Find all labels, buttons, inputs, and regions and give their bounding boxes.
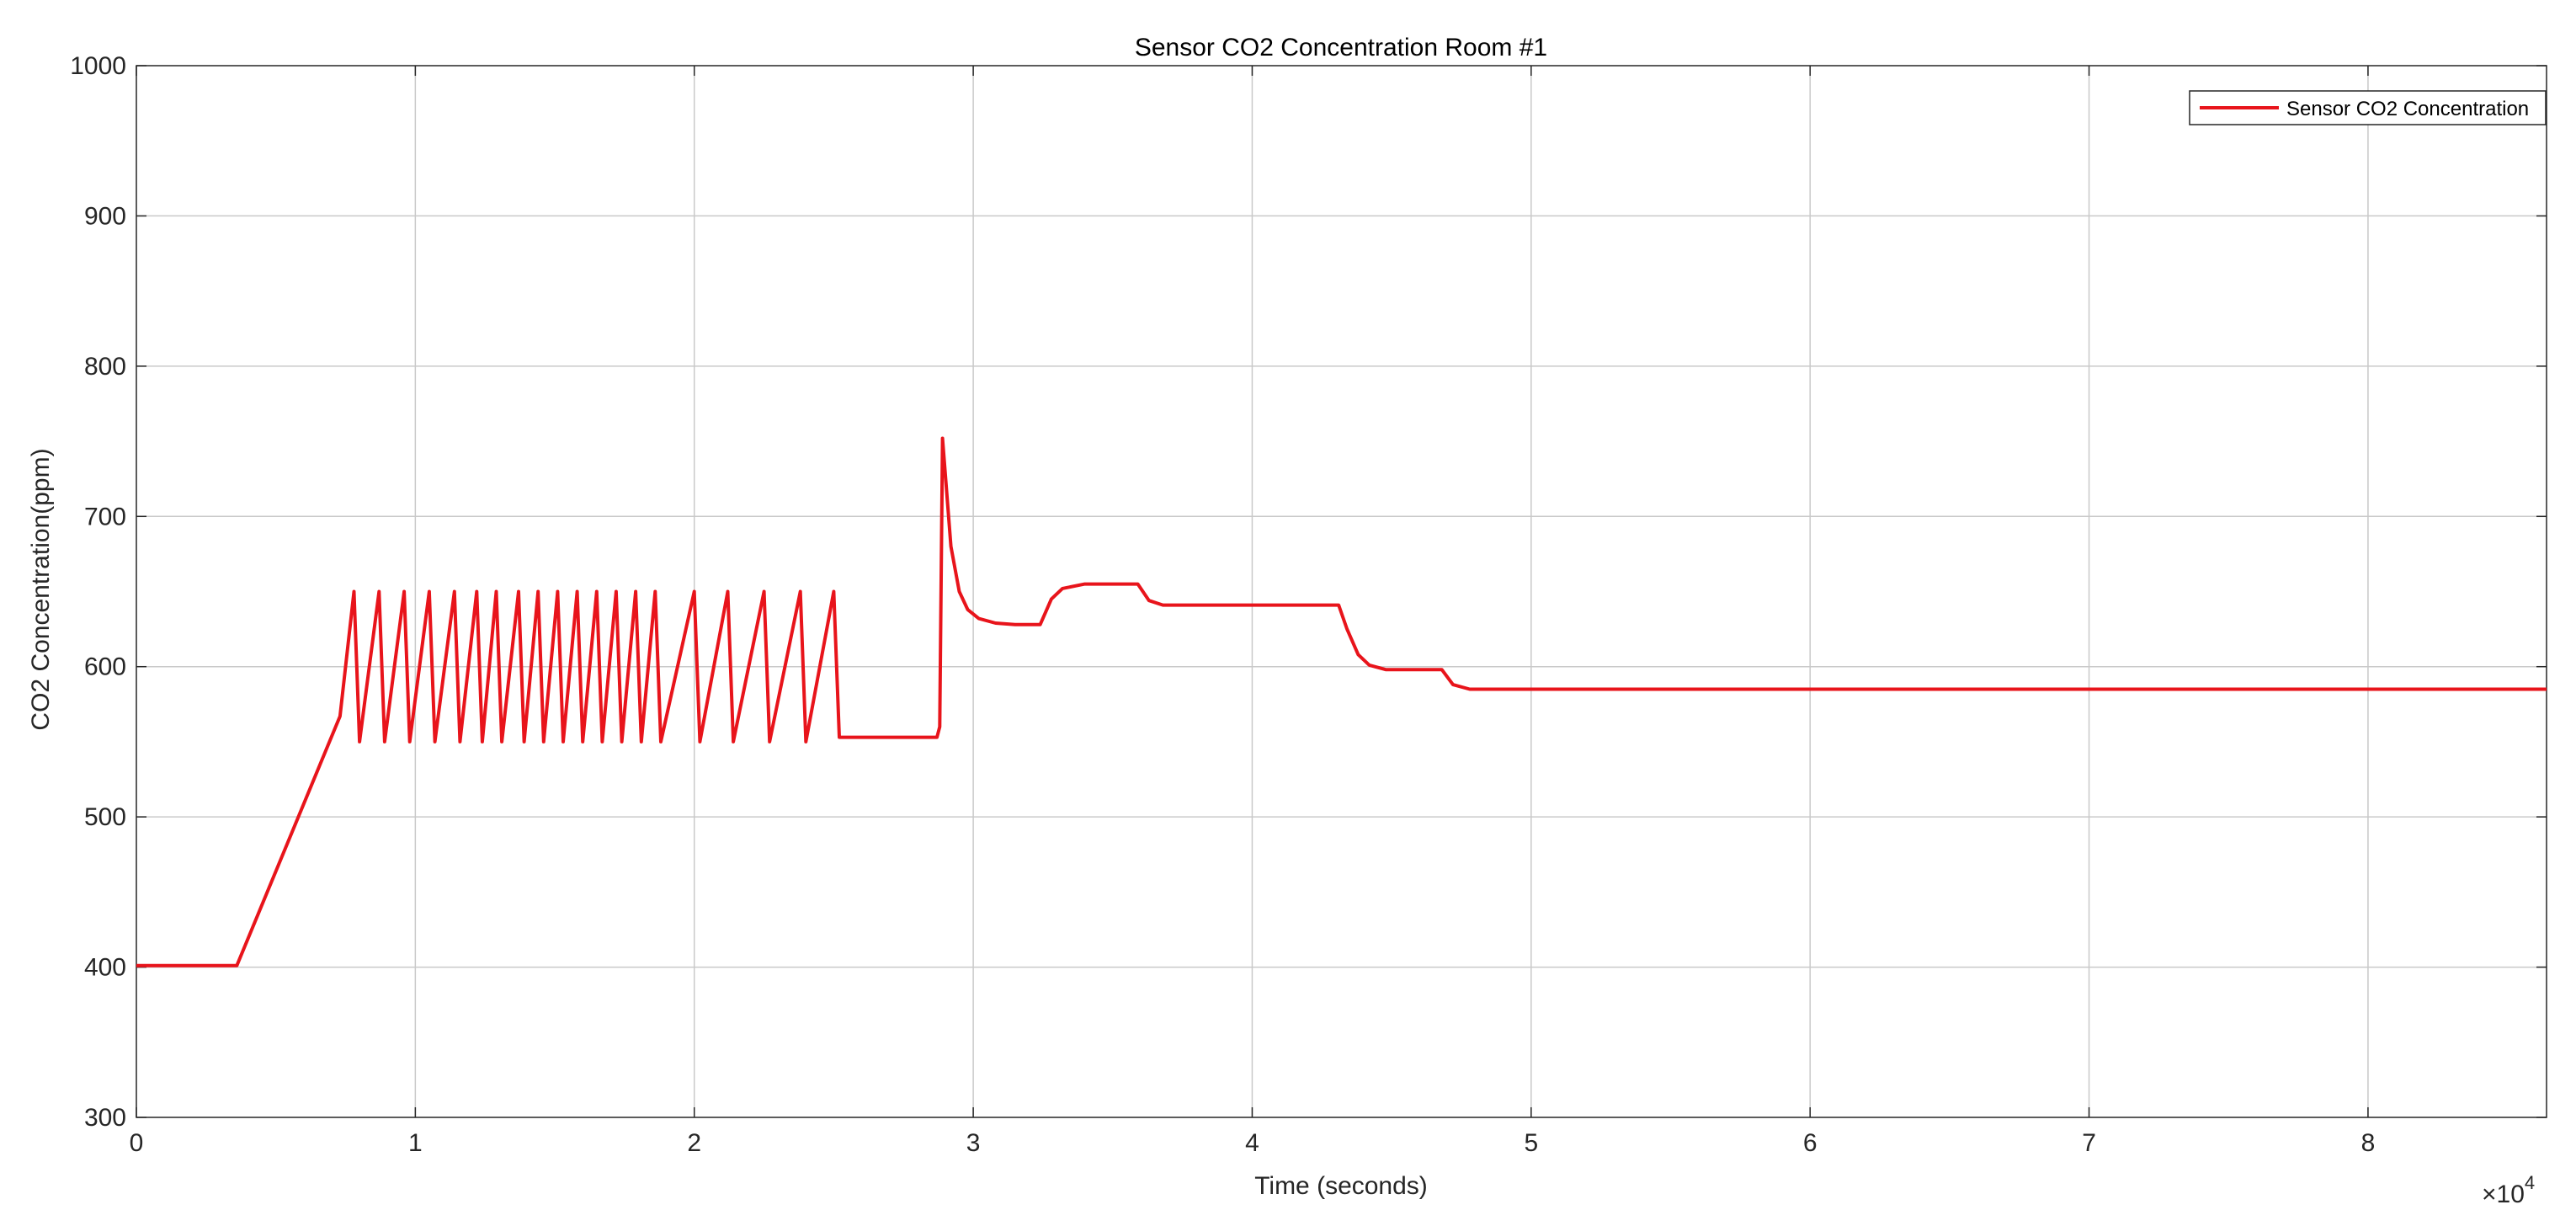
y-tick-label: 700 [84,503,126,530]
y-tick-label: 1000 [70,52,126,80]
plot-area-frame [136,65,2547,1118]
axis-ticks: 0 1 2 3 4 5 6 7 8 300 400 500 600 700 800 900 1000 [70,52,2547,1157]
x-axis-exponent-base: ×10 [2482,1181,2525,1208]
series-line [136,436,2547,967]
x-tick-label: 2 [687,1129,701,1157]
chart-title: Sensor CO2 Concentration Room #1 [1135,34,1547,61]
x-tick-label: 7 [2082,1129,2096,1157]
x-axis-exponent-power: 4 [2525,1172,2535,1193]
series-layer [136,436,2547,967]
x-tick-label: 5 [1524,1129,1538,1157]
y-tick-label: 400 [84,954,126,982]
y-tick-label: 900 [84,202,126,230]
x-axis-label: Time (seconds) [1254,1172,1428,1200]
y-tick-label: 500 [84,803,126,831]
legend-series-label: Sensor CO2 Concentration [2286,98,2529,120]
x-tick-label: 0 [130,1129,144,1157]
x-tick-label: 3 [966,1129,981,1157]
y-tick-label: 300 [84,1104,126,1132]
x-tick-label: 1 [408,1129,423,1157]
grid [136,66,2547,1117]
y-tick-label: 800 [84,353,126,381]
x-tick-label: 8 [2361,1129,2376,1157]
legend[interactable]: Sensor CO2 Concentration [2189,90,2547,125]
x-axis-exponent: ×104 [2482,1172,2535,1208]
x-tick-label: 4 [1245,1129,1259,1157]
y-tick-label: 600 [84,653,126,681]
x-tick-label: 6 [1803,1129,1818,1157]
y-axis-label: CO2 Concentration(ppm) [27,448,55,730]
